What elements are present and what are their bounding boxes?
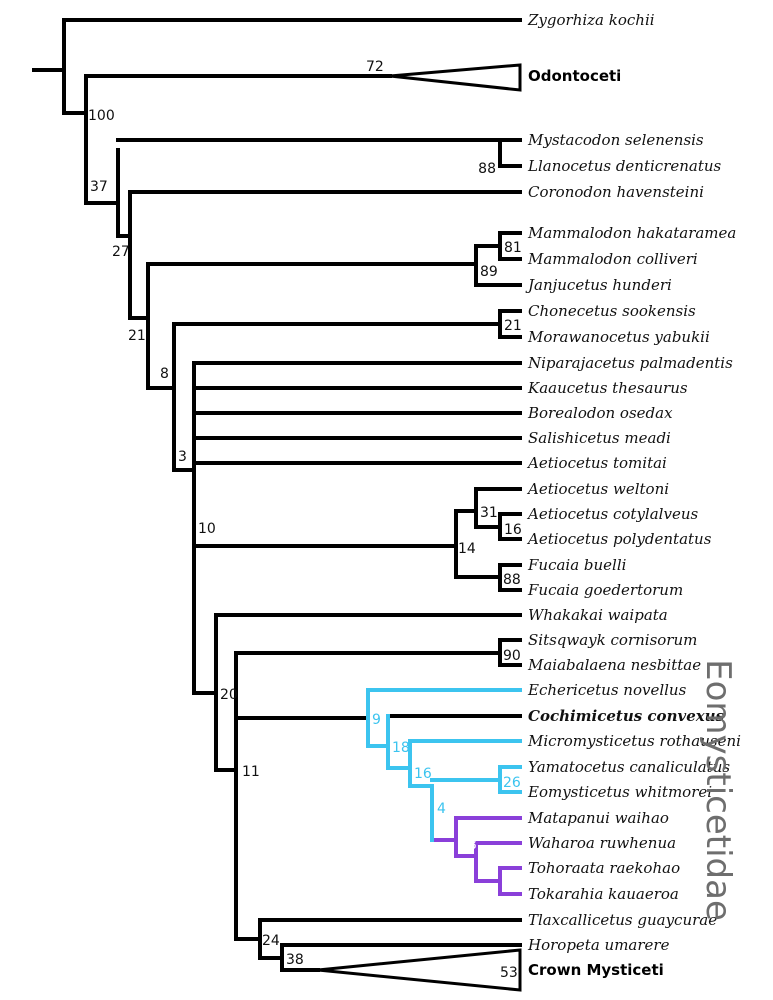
- support-value-11: 10: [198, 521, 216, 537]
- tip-label-sitsqwayk-cornisorum: Sitsqwayk cornisorum: [528, 631, 697, 649]
- support-value-19: 9: [372, 712, 381, 728]
- tip-label-echericetus-novellus: Echericetus novellus: [527, 681, 687, 699]
- tip-label-mammalodon-hakataramea: Mammalodon hakataramea: [527, 224, 736, 242]
- support-value-13: 16: [504, 522, 522, 538]
- support-value-27: 24: [262, 933, 280, 949]
- tip-label-aetiocetus-tomitai: Aetiocetus tomitai: [526, 454, 667, 472]
- support-value-28: 38: [286, 952, 304, 968]
- tip-label-aetiocetus-polydentatus: Aetiocetus polydentatus: [526, 530, 712, 548]
- tip-label-maiabalaena-nesbittae: Maiabalaena nesbittae: [527, 656, 701, 674]
- tip-label-odontoceti: Odontoceti: [528, 67, 621, 85]
- tip-label-crown-mysticeti: Crown Mysticeti: [528, 961, 664, 979]
- support-value-6: 89: [480, 264, 498, 280]
- support-value-17: 90: [503, 648, 521, 664]
- support-value-12: 31: [480, 505, 498, 521]
- tip-label-chonecetus-sookensis: Chonecetus sookensis: [528, 302, 696, 320]
- support-value-15: 88: [503, 572, 521, 588]
- support-value-3: 88: [478, 161, 496, 177]
- odontoceti-collapsed-clade: [389, 63, 522, 92]
- eomysticetidae-group-label: Eomysticetidae: [698, 659, 738, 921]
- tip-label-horopeta-umarere: Horopeta umarere: [527, 936, 670, 954]
- support-value-0: 72: [366, 59, 384, 75]
- tip-label-llanocetus-denticrenatus: Llanocetus denticrenatus: [527, 157, 722, 175]
- support-value-7: 21: [128, 328, 146, 344]
- support-value-1: 100: [88, 108, 115, 124]
- support-value-26: 6: [505, 876, 514, 892]
- support-value-24: 78: [459, 837, 477, 853]
- tip-label-whakakai-waipata: Whakakai waipata: [528, 606, 668, 624]
- tip-label-janjucetus-hunderi: Janjucetus hunderi: [525, 276, 672, 294]
- tip-label-morawanocetus-yabukii: Morawanocetus yabukii: [527, 328, 710, 346]
- tip-label-mammalodon-colliveri: Mammalodon colliveri: [527, 250, 698, 268]
- support-value-18: 11: [242, 764, 260, 780]
- tip-label-waharoa-ruwhenua: Waharoa ruwhenua: [528, 834, 676, 852]
- tip-label-yamatocetus-canaliculatus: Yamatocetus canaliculatus: [528, 758, 730, 776]
- tip-label-borealodon-osedax: Borealodon osedax: [527, 404, 673, 422]
- tip-label-tohoraata-raekohao: Tohoraata raekohao: [528, 859, 680, 877]
- support-value-25: 82: [480, 852, 498, 868]
- support-value-5: 81: [504, 240, 522, 256]
- support-value-21: 16: [414, 766, 432, 782]
- support-value-4: 27: [112, 244, 130, 260]
- tip-label-fucaia-buelli: Fucaia buelli: [527, 556, 627, 574]
- support-value-10: 3: [178, 449, 187, 465]
- tip-label-mystacodon-selenensis: Mystacodon selenensis: [527, 131, 704, 149]
- tip-label-micromysticetus-rothauseni: Micromysticetus rothauseni: [527, 732, 741, 750]
- tip-label-eomysticetus-whitmorei: Eomysticetus whitmorei: [527, 783, 712, 801]
- support-value-29: 53: [500, 965, 518, 981]
- support-value-9: 8: [160, 366, 169, 382]
- tip-label-tokarahia-kauaeroa: Tokarahia kauaeroa: [528, 885, 679, 903]
- support-value-2: 37: [90, 179, 108, 195]
- tip-label-aetiocetus-weltoni: Aetiocetus weltoni: [526, 480, 669, 498]
- support-value-20: 18: [392, 740, 410, 756]
- support-value-8: 21: [504, 318, 522, 334]
- support-value-23: 4: [437, 801, 446, 817]
- tip-label-salishicetus-meadi: Salishicetus meadi: [528, 429, 671, 447]
- support-value-22: 26: [503, 775, 521, 791]
- tip-label-kaaucetus-thesaurus: Kaaucetus thesaurus: [527, 379, 688, 397]
- tip-label-niparajacetus-palmadentis: Niparajacetus palmadentis: [527, 354, 733, 372]
- tip-label-tlaxcallicetus-guaycurae: Tlaxcallicetus guaycurae: [528, 911, 717, 929]
- support-value-16: 20: [220, 687, 238, 703]
- tree-labels: Zygorhiza kochii Odontoceti Mystacodon sel…: [88, 11, 741, 981]
- tip-label-cochimicetus-convexus: Cochimicetus convexus: [528, 707, 725, 725]
- tip-label-fucaia-goedertorum: Fucaia goedertorum: [527, 581, 683, 599]
- crown-mysticeti-collapsed-clade: [317, 948, 522, 992]
- tip-label-aetiocetus-cotylalveus: Aetiocetus cotylalveus: [526, 505, 698, 523]
- support-value-14: 14: [458, 541, 476, 557]
- tip-label-coronodon-havensteini: Coronodon havensteini: [528, 183, 704, 201]
- tree-branches: [32, 18, 522, 992]
- tip-label-matapanui-waihao: Matapanui waihao: [527, 809, 669, 827]
- tip-label-zygorhiza-kochii: Zygorhiza kochii: [527, 11, 655, 29]
